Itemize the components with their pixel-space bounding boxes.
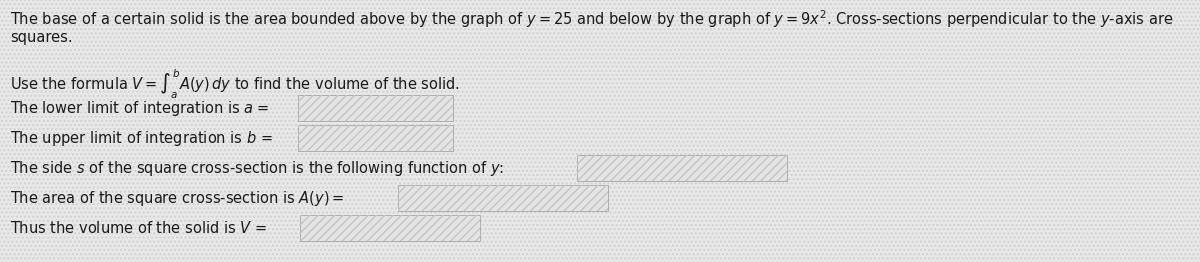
Bar (298, 125, 454, 151)
Bar (298, 95, 454, 121)
Text: The lower limit of integration is $a$ =: The lower limit of integration is $a$ = (10, 99, 270, 117)
Text: The side $s$ of the square cross-section is the following function of $y$:: The side $s$ of the square cross-section… (10, 159, 504, 177)
Bar (577, 155, 787, 181)
Text: squares.: squares. (10, 30, 73, 45)
Text: The area of the square cross-section is $A(y)=$: The area of the square cross-section is … (10, 188, 344, 208)
Text: Use the formula $V = \int_a^b A(y)\, dy$ to find the volume of the solid.: Use the formula $V = \int_a^b A(y)\, dy$… (10, 68, 460, 101)
Bar (398, 185, 608, 211)
Text: Thus the volume of the solid is $V$ =: Thus the volume of the solid is $V$ = (10, 220, 266, 236)
Bar (398, 185, 608, 211)
Bar (577, 155, 787, 181)
Bar (298, 95, 454, 121)
Bar (298, 125, 454, 151)
Bar (300, 215, 480, 241)
Text: The upper limit of integration is $b$ =: The upper limit of integration is $b$ = (10, 128, 272, 148)
Text: The base of a certain solid is the area bounded above by the graph of $y = 25$ a: The base of a certain solid is the area … (10, 8, 1174, 30)
Bar (300, 215, 480, 241)
